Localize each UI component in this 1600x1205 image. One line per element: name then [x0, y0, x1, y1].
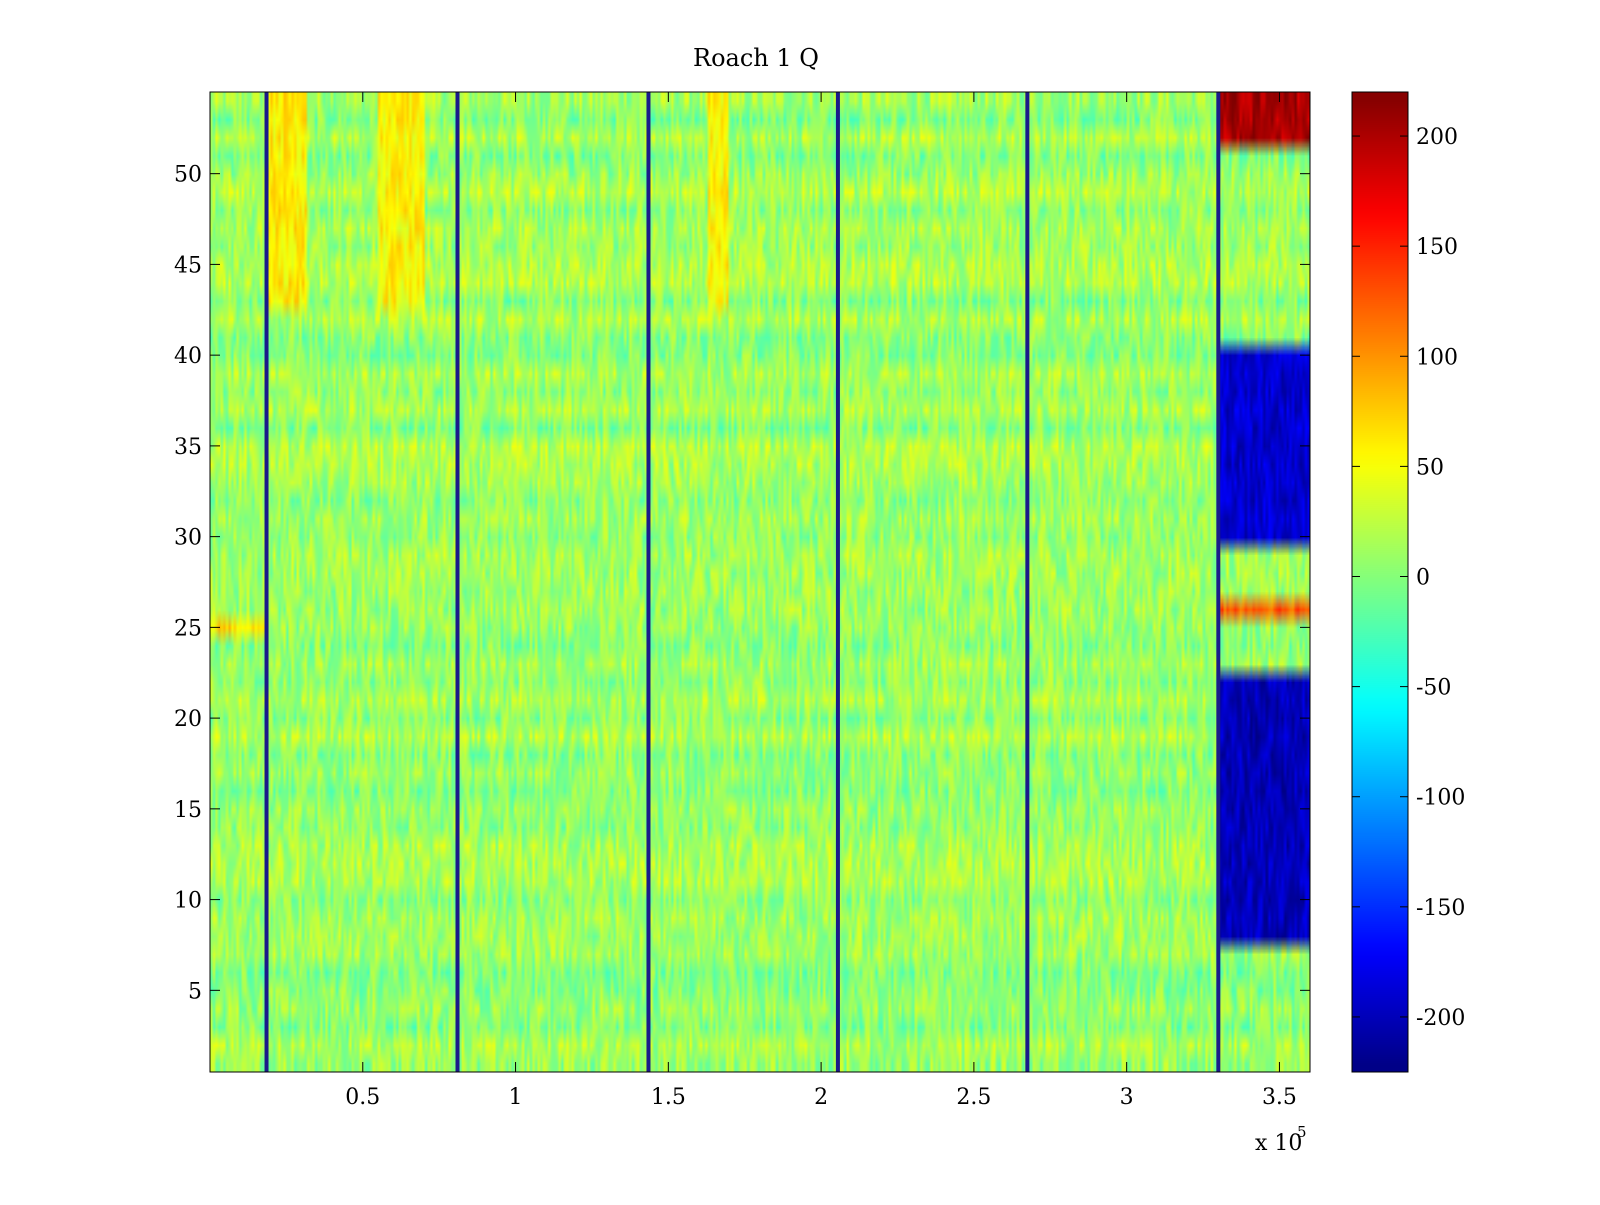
x-axis: 0.5 1 1.5 2 2.5 3 3.5	[345, 92, 1297, 1110]
spike-column-5	[1025, 92, 1030, 1072]
x-tick-label: 1.5	[651, 1085, 686, 1110]
colorbar-axis: 200 150 100 50 0 -50 -100 -150 -200	[1352, 125, 1465, 1031]
colorbar-tick-label: 0	[1416, 565, 1430, 590]
colorbar-tick-label: 50	[1416, 455, 1444, 480]
colorbar-gradient	[1352, 92, 1408, 1072]
chart-title: Roach 1 Q	[693, 44, 819, 72]
colorbar-tick-label: -150	[1416, 896, 1465, 921]
y-tick-label: 50	[174, 163, 202, 188]
colorbar-tick-label: 200	[1416, 125, 1458, 150]
y-tick-label: 45	[174, 253, 202, 278]
y-tick-label: 20	[174, 707, 202, 732]
x-tick-label: 2	[814, 1085, 828, 1110]
x-tick-label: 3.5	[1262, 1085, 1297, 1110]
heatmap-plot-area	[209, 91, 1311, 1073]
y-tick-label: 35	[174, 435, 202, 460]
colorbar: 200 150 100 50 0 -50 -100 -150 -200	[1351, 91, 1465, 1073]
x-tick-label: 0.5	[345, 1085, 380, 1110]
spike-column-3	[646, 92, 651, 1072]
y-tick-label: 10	[174, 889, 202, 914]
colorbar-frame	[1351, 91, 1409, 1073]
y-tick-label: 5	[188, 979, 202, 1004]
colorbar-tick-label: 100	[1416, 345, 1458, 370]
x-tick-label: 3	[1120, 1085, 1134, 1110]
x-tick-label: 2.5	[956, 1085, 991, 1110]
spike-column-4	[835, 92, 840, 1072]
x-tick-label: 1	[509, 1085, 523, 1110]
x-axis-multiplier: x 10 5	[1255, 1123, 1307, 1156]
x-multiplier-label: x 10	[1255, 1131, 1302, 1156]
y-tick-label: 15	[174, 798, 202, 823]
spike-column-6	[1216, 92, 1221, 1072]
spike-column-1	[264, 92, 269, 1072]
colorbar-tick-label: -50	[1416, 676, 1451, 701]
colorbar-tick-label: 150	[1416, 235, 1458, 260]
y-tick-label: 40	[174, 344, 202, 369]
y-tick-label: 30	[174, 526, 202, 551]
plot-frame	[209, 91, 1311, 1073]
spike-column-2	[455, 92, 460, 1072]
x-multiplier-exponent: 5	[1297, 1123, 1307, 1141]
colorbar-tick-label: -100	[1416, 786, 1465, 811]
colorbar-tick-label: -200	[1416, 1006, 1465, 1031]
y-axis: 5 10 15 20 25 30 35 40 45 50	[174, 163, 1310, 1004]
heatmap-image	[210, 92, 1310, 1072]
y-tick-label: 25	[174, 616, 202, 641]
